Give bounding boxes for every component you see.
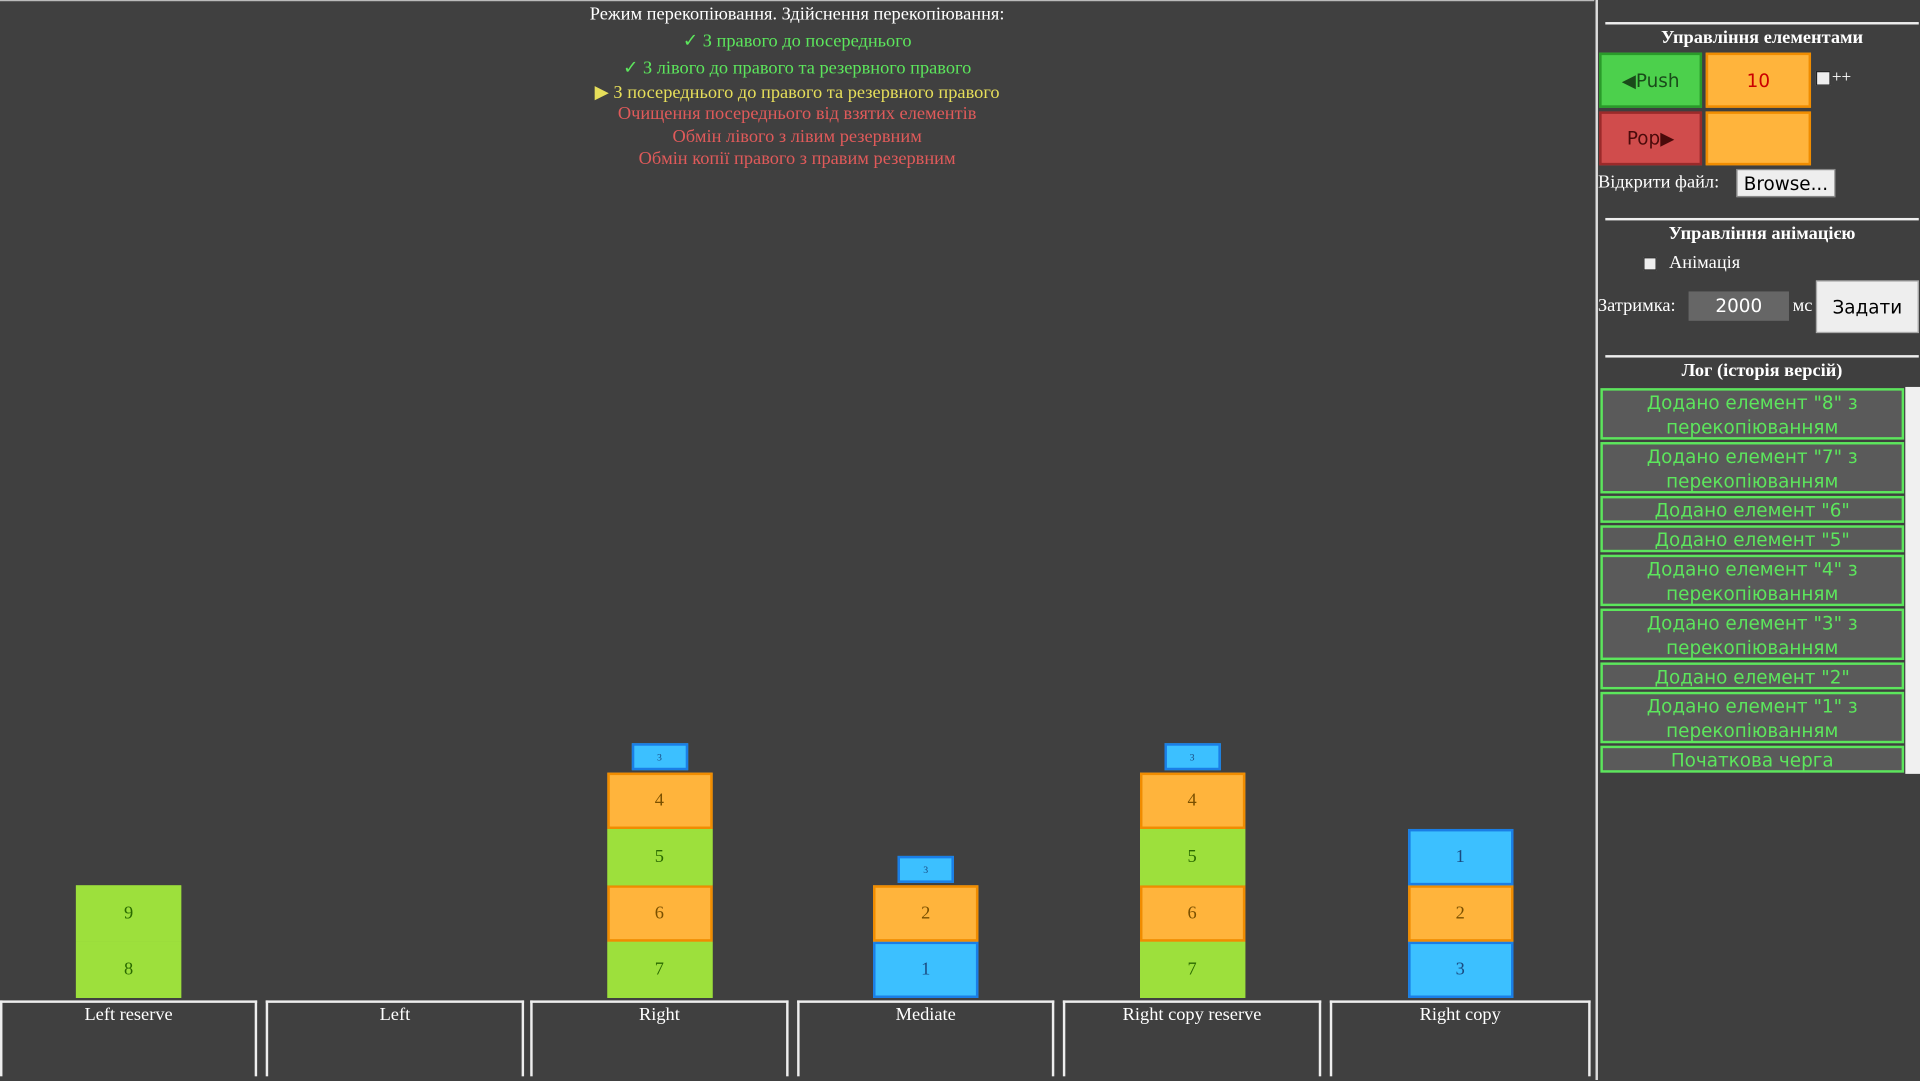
section-title: Управління елементами xyxy=(1605,22,1919,49)
ms-label: мс xyxy=(1792,296,1813,316)
status-line: Очищення посереднього від взятих елемент… xyxy=(617,104,977,124)
stack-label: Left reserve xyxy=(0,1000,258,1077)
stack-element: 6 xyxy=(1139,885,1245,942)
status-line: ✓ З лівого до правого та резервного прав… xyxy=(622,58,972,79)
stack-element: 3 xyxy=(1163,743,1221,771)
stack-element: 4 xyxy=(606,772,713,829)
section-title: Лог (історія версій) xyxy=(1605,355,1919,382)
stack-label: Right xyxy=(530,1000,789,1077)
pop-input[interactable] xyxy=(1705,111,1812,166)
delay-label: Затримка: xyxy=(1597,296,1676,316)
log-entry[interactable]: Додано елемент "8" з перекопіюванням xyxy=(1600,388,1905,440)
stack-label: Right copy xyxy=(1329,1000,1591,1077)
delay-input[interactable]: 2000 xyxy=(1688,291,1789,321)
stack-element: 5 xyxy=(1139,828,1245,886)
status-line: Режим перекопіювання. Здійснення перекоп… xyxy=(589,4,1005,25)
file-label: Відкрити файл: xyxy=(1597,172,1720,193)
checkbox-label: Анімація xyxy=(1668,253,1741,274)
stack-element: 1 xyxy=(1407,828,1513,886)
stack-element: 6 xyxy=(606,885,713,942)
sidebar: Управління елементами ◀Push 10 ++ Pop▶ В… xyxy=(1595,0,1920,1081)
stack-element: 8 xyxy=(75,941,182,998)
stack-element: 4 xyxy=(1139,772,1245,829)
stack-element: 7 xyxy=(606,941,713,998)
browse-button[interactable]: Browse... xyxy=(1736,168,1836,198)
pop-button[interactable]: Pop▶ xyxy=(1599,111,1703,166)
checkbox[interactable] xyxy=(1815,71,1831,86)
checkbox[interactable] xyxy=(1643,257,1657,271)
stack-element: 2 xyxy=(1407,885,1513,942)
stack-element: 3 xyxy=(1407,941,1513,998)
log-entry[interactable]: Додано елемент "1" з перекопіюванням xyxy=(1600,691,1905,744)
push-button[interactable]: ◀Push xyxy=(1599,52,1703,108)
set-button[interactable]: Задати xyxy=(1815,280,1919,334)
stage: Режим перекопіювання. Здійснення перекоп… xyxy=(0,0,1595,1077)
section-title: Управління анімацією xyxy=(1605,217,1919,245)
checkbox-label: ++ xyxy=(1831,68,1852,87)
stack-element: 3 xyxy=(631,743,688,771)
log-entry[interactable]: Додано елемент "3" з перекопіюванням xyxy=(1600,608,1905,661)
log-list: Додано елемент "8" з перекопіюванням Дода… xyxy=(1598,386,1920,776)
log-entry[interactable]: Додано елемент "2" xyxy=(1600,662,1905,690)
stack-element: 2 xyxy=(873,885,979,942)
scrollbar[interactable] xyxy=(1905,386,1920,774)
push-input[interactable]: 10 xyxy=(1705,52,1812,108)
status-line: Обмін копії правого з правим резервним xyxy=(638,149,956,169)
status-line: Обмін лівого з лівим резервним xyxy=(672,127,922,147)
log-entry[interactable]: Початкова черга xyxy=(1600,745,1905,773)
stack-label: Left xyxy=(265,1000,525,1077)
log-entry[interactable]: Додано елемент "6" xyxy=(1600,495,1905,523)
status-line: ✓ З правого до посереднього xyxy=(682,31,912,52)
stack-element: 7 xyxy=(1139,941,1245,998)
stack-element: 3 xyxy=(897,855,954,883)
stack-element: 1 xyxy=(873,941,979,998)
log-entry[interactable]: Додано елемент "5" xyxy=(1600,525,1905,553)
log-entry[interactable]: Додано елемент "7" з перекопіюванням xyxy=(1600,442,1905,494)
stack-element: 9 xyxy=(75,885,182,942)
stack-element: 5 xyxy=(606,828,713,886)
stack-label: Right copy reserve xyxy=(1062,1000,1322,1077)
stack-label: Mediate xyxy=(797,1000,1055,1077)
status-line: ▶ З посереднього до правого та резервног… xyxy=(594,83,1000,103)
log-entry[interactable]: Додано елемент "4" з перекопіюванням xyxy=(1600,554,1905,607)
